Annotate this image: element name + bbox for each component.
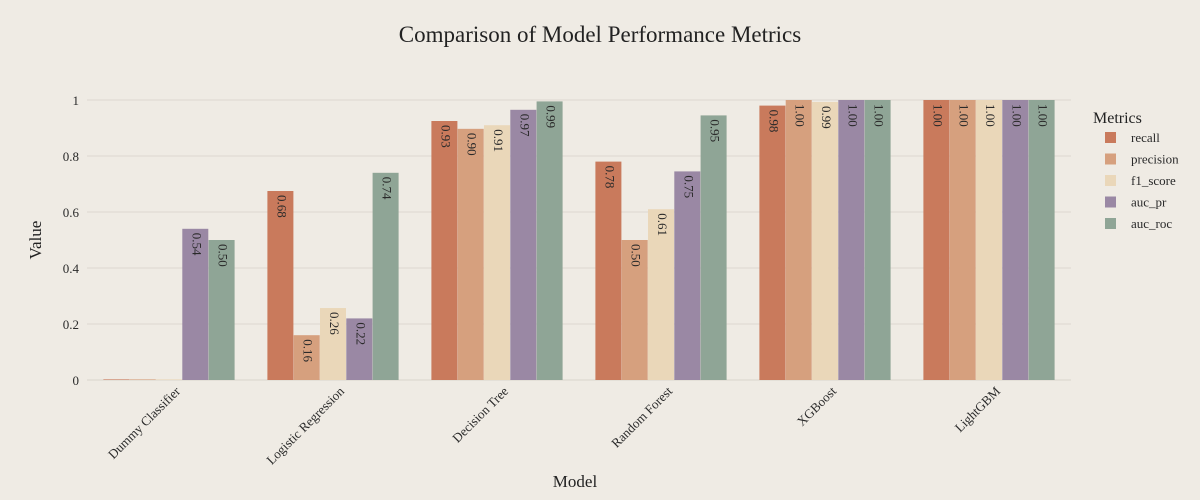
data-label: 1.00 <box>845 104 860 127</box>
bar-precision <box>621 240 648 380</box>
data-label: 1.00 <box>872 104 887 127</box>
bar-auc_pr <box>346 318 373 380</box>
data-label: 1.00 <box>930 104 945 127</box>
data-label: 0.50 <box>629 244 644 267</box>
grid-lines <box>87 99 1071 381</box>
bar-auc_pr <box>674 171 701 380</box>
legend-item-recall: recall <box>1131 130 1160 145</box>
legend-swatch-auc_pr <box>1105 196 1116 208</box>
x-tick-label: XGBoost <box>794 383 840 429</box>
data-label: 1.00 <box>983 104 998 127</box>
bar-f1_score <box>320 308 346 380</box>
legend-swatch-recall <box>1105 132 1116 143</box>
x-tick-label: Decision Tree <box>449 383 511 445</box>
x-axis-ticks: Dummy Classifier Logistic Regression Decis… <box>105 383 1004 467</box>
legend-swatch-f1_score <box>1105 175 1116 186</box>
x-tick-label: Dummy Classifier <box>105 383 184 462</box>
data-label: 1.00 <box>957 104 972 127</box>
x-axis-title: Model <box>553 472 598 491</box>
data-label: 0.99 <box>544 105 559 128</box>
bar-precision <box>129 379 156 380</box>
x-tick-label: Random Forest <box>608 383 675 450</box>
data-label: 0.50 <box>216 244 231 267</box>
data-label: 0.16 <box>301 339 316 362</box>
data-label: 0.26 <box>327 312 342 335</box>
bar-f1_score <box>976 100 1002 380</box>
legend: Metrics recall precision f1_score auc_prauc… <box>1093 110 1179 231</box>
data-label: 1.00 <box>1009 104 1024 127</box>
bar-auc_pr <box>182 228 209 380</box>
y-tick-label: 0.8 <box>63 149 79 164</box>
data-label: 0.95 <box>708 119 723 142</box>
bar-recall <box>595 161 622 380</box>
data-label: 1.00 <box>1036 104 1051 127</box>
legend-swatch-precision <box>1105 153 1116 165</box>
y-tick-label: 0.4 <box>63 261 80 276</box>
bar-auc_roc <box>536 101 563 381</box>
data-label: 0.68 <box>274 195 289 218</box>
bar-precision <box>293 335 320 380</box>
bar-precision <box>949 100 976 380</box>
data-label: 0.74 <box>380 177 395 200</box>
bar-f1_score <box>156 379 182 380</box>
bar-recall <box>103 379 130 380</box>
data-label: 0.97 <box>517 114 532 137</box>
data-label: 0.98 <box>766 110 781 133</box>
bar-f1_score <box>648 209 674 380</box>
y-axis-title: Value <box>26 221 45 260</box>
legend-item-auc_roc: auc_roc <box>1131 216 1172 231</box>
bar-precision <box>457 128 484 380</box>
data-label: 0.78 <box>602 166 617 189</box>
bar-precision <box>785 100 812 380</box>
y-tick-label: 0 <box>73 373 80 388</box>
data-labels: 0.54 0.50 0.68 0.16 0.26 0.22 0.74 0.93 0.90 0.91… <box>189 104 1050 362</box>
bar-auc_roc <box>372 172 399 380</box>
legend-item-auc_pr: auc_pr <box>1131 195 1167 210</box>
bar-recall <box>431 121 458 380</box>
data-label: 0.99 <box>819 106 834 129</box>
bar-recall <box>759 105 786 380</box>
bars <box>103 100 1055 381</box>
data-label: 0.93 <box>438 125 453 148</box>
data-label: 1.00 <box>793 104 808 127</box>
bar-recall <box>267 191 294 380</box>
data-label: 0.54 <box>189 233 204 256</box>
bar-f1_score <box>484 125 510 380</box>
data-label: 0.61 <box>655 213 670 236</box>
legend-item-f1_score: f1_score <box>1131 173 1176 188</box>
y-tick-label: 0.6 <box>63 205 80 220</box>
legend-title: Metrics <box>1093 110 1142 127</box>
data-label: 0.75 <box>681 175 696 198</box>
bar-auc_pr <box>510 109 537 381</box>
bar-auc_roc <box>700 115 727 381</box>
bar-auc_roc <box>864 100 891 380</box>
bar-auc_pr <box>1002 100 1029 380</box>
y-tick-label: 0.2 <box>63 317 79 332</box>
y-tick-label: 1 <box>73 93 80 108</box>
legend-swatch-auc_roc <box>1105 218 1116 229</box>
data-label: 0.22 <box>353 322 368 345</box>
bar-auc_roc <box>208 240 235 380</box>
y-axis-ticks: 0 0.2 0.4 0.6 0.8 1 <box>63 93 80 388</box>
bar-recall <box>923 100 950 380</box>
bar-auc_pr <box>838 100 865 380</box>
data-label: 0.90 <box>465 133 480 156</box>
x-tick-label: Logistic Regression <box>263 383 347 467</box>
x-tick-label: LightGBM <box>952 383 1004 435</box>
data-label: 0.91 <box>491 129 506 152</box>
bar-auc_roc <box>1028 100 1055 380</box>
bar-f1_score <box>812 101 838 381</box>
chart-title: Comparison of Model Performance Metrics <box>399 22 801 47</box>
legend-item-precision: precision <box>1131 152 1179 167</box>
